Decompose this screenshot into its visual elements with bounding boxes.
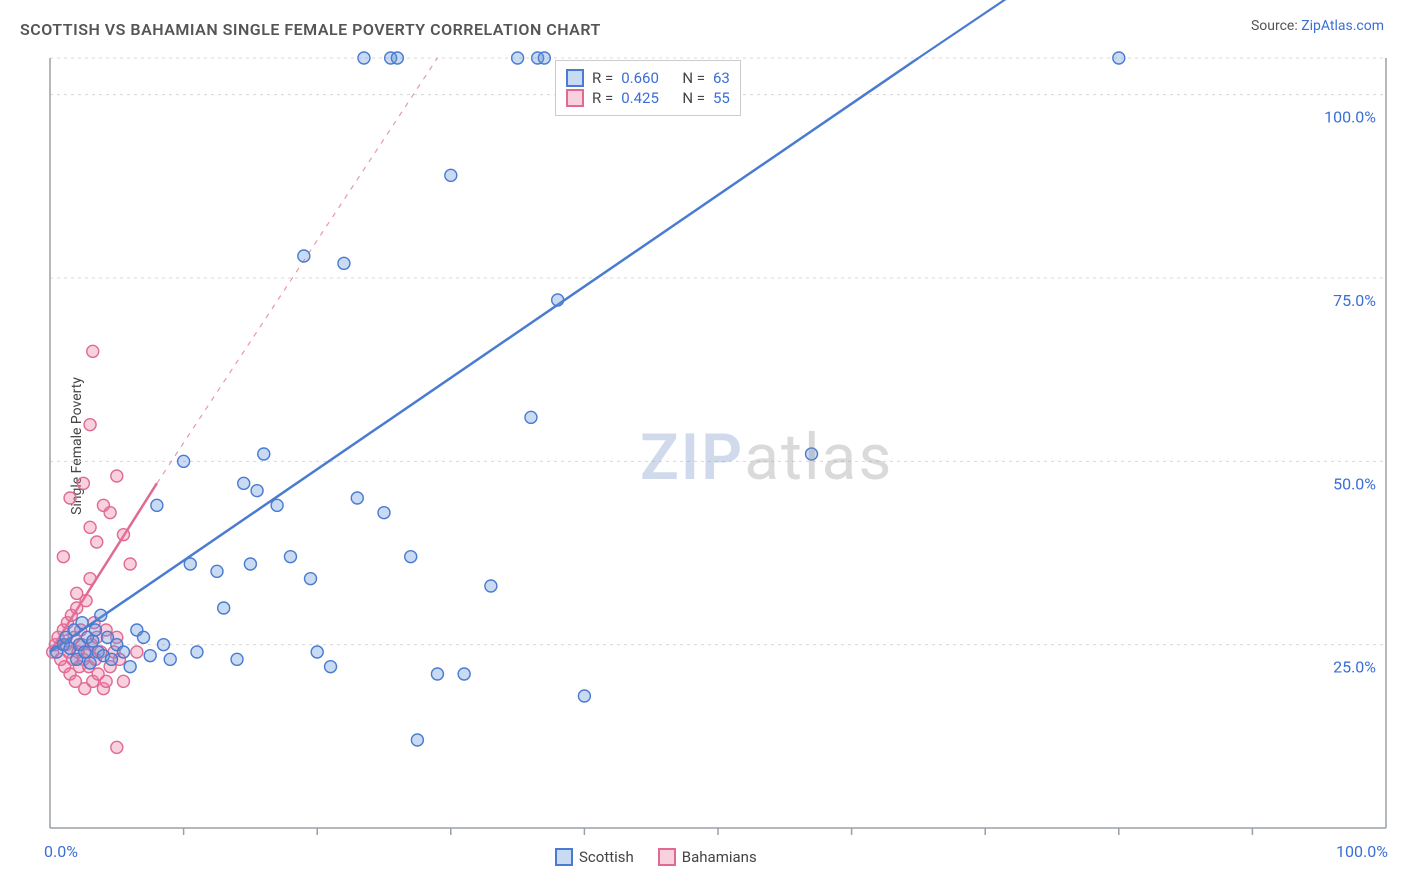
series-name: Scottish — [579, 848, 634, 866]
r-value: 0.660 — [621, 69, 659, 87]
svg-text:25.0%: 25.0% — [1333, 658, 1376, 677]
stats-legend-row: R = 0.425 N = 55 — [566, 89, 730, 107]
series-name: Bahamians — [682, 848, 757, 866]
legend-swatch — [566, 89, 584, 107]
r-value: 0.425 — [621, 89, 659, 107]
stats-legend-row: R = 0.660 N = 63 — [566, 69, 730, 87]
svg-text:100.0%: 100.0% — [1324, 108, 1376, 127]
series-legend: Scottish Bahamians — [555, 848, 757, 866]
r-label: R = — [592, 69, 613, 87]
legend-swatch — [658, 848, 676, 866]
svg-text:75.0%: 75.0% — [1333, 291, 1376, 310]
n-label: N = — [682, 89, 705, 107]
r-label: R = — [592, 89, 613, 107]
stats-legend: R = 0.660 N = 63 R = 0.425 N = 55 — [555, 60, 741, 116]
x-axis-min-label: 0.0% — [44, 842, 78, 861]
x-axis-max-label: 100.0% — [1336, 842, 1388, 861]
n-value: 55 — [713, 89, 730, 107]
scatter-chart: 25.0% 50.0% 75.0% 100.0% — [0, 0, 1406, 892]
n-label: N = — [682, 69, 705, 87]
legend-swatch — [555, 848, 573, 866]
legend-swatch — [566, 69, 584, 87]
svg-text:50.0%: 50.0% — [1333, 474, 1376, 493]
n-value: 63 — [713, 69, 730, 87]
series-legend-item: Bahamians — [658, 848, 757, 866]
series-legend-item: Scottish — [555, 848, 634, 866]
chart-container: SCOTTISH VS BAHAMIAN SINGLE FEMALE POVER… — [0, 0, 1406, 892]
